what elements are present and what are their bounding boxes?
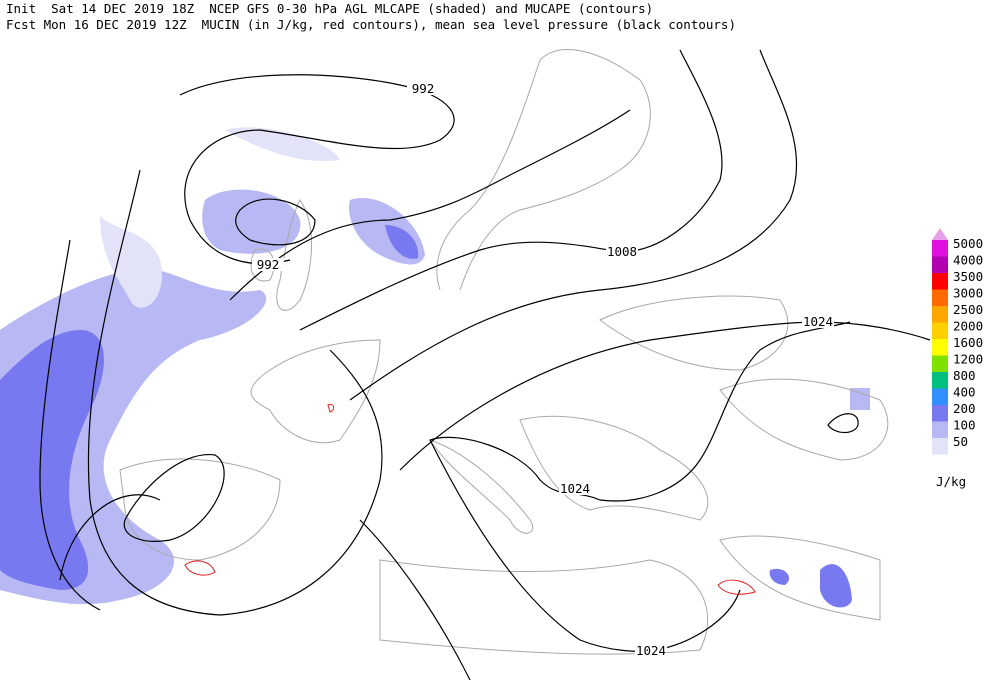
legend-swatch [932, 306, 948, 323]
contour-label-bg [635, 644, 667, 657]
contour-label-bg [606, 245, 638, 258]
isobars [39, 49, 931, 680]
legend-swatch [932, 372, 948, 389]
legend-unit: J/kg [936, 474, 966, 489]
legend-label: 5000 [953, 236, 983, 251]
shaded-area [100, 215, 163, 308]
legend-swatch [932, 388, 948, 405]
legend-label: 400 [953, 385, 976, 400]
shaded-area [769, 568, 790, 585]
shaded-area [202, 189, 301, 254]
legend-label: 2500 [953, 302, 983, 317]
legend-swatch [932, 421, 948, 438]
contour-label: 992 [412, 81, 435, 96]
legend-swatch [932, 339, 948, 356]
shaded-area [850, 388, 870, 410]
contour-label: 1024 [636, 643, 666, 658]
legend-swatch [932, 289, 948, 306]
contour-label-bg [252, 258, 284, 271]
legend-swatch [932, 273, 948, 290]
legend-label: 2000 [953, 319, 983, 334]
legend-swatch [932, 355, 948, 372]
legend-label: 1600 [953, 335, 983, 350]
contour-label: 1024 [803, 314, 833, 329]
shaded-area [0, 330, 104, 590]
contour-label: 1008 [607, 244, 637, 259]
legend-swatch [932, 256, 948, 273]
legend-label: 1200 [953, 352, 983, 367]
legend-swatch [932, 405, 948, 422]
legend-label: 200 [953, 401, 976, 416]
legend-swatch [932, 322, 948, 339]
cin-contours [184, 403, 756, 595]
header-line: Fcst Mon 16 DEC 2019 12Z MUCIN (in J/kg,… [6, 17, 736, 32]
legend-label: 3500 [953, 269, 983, 284]
legend-label: 3000 [953, 286, 983, 301]
coastlines [119, 49, 889, 655]
contour-label-bg [802, 315, 834, 328]
contour-label-bg [407, 82, 439, 95]
legend-arrow [932, 228, 948, 240]
contour-label: 992 [257, 257, 280, 272]
shaded-area [820, 564, 852, 608]
legend-swatch [932, 240, 948, 257]
contour-label: 1024 [560, 481, 590, 496]
legend-label: 100 [953, 418, 976, 433]
legend-label: 4000 [953, 253, 983, 268]
shaded-area [385, 225, 419, 259]
legend-label: 50 [953, 434, 968, 449]
cape-shading [0, 127, 870, 608]
contour-label-bg [559, 482, 591, 495]
shaded-area [225, 127, 340, 161]
contour-labels: 992 992 1008 1024 1024 1024 [252, 81, 834, 658]
header-line: Init Sat 14 DEC 2019 18Z NCEP GFS 0-30 h… [6, 1, 653, 16]
legend-swatch [932, 438, 948, 455]
legend-label: 800 [953, 368, 976, 383]
